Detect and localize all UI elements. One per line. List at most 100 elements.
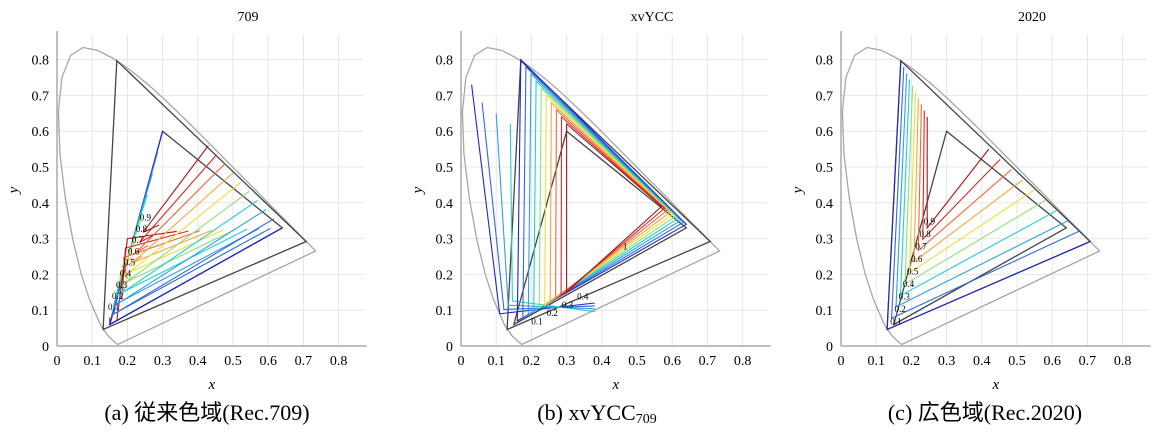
x-tick-label: 0.8 [1114,354,1132,369]
panel-b-contour [560,115,666,297]
panel-b-contour-label: 0.4 [577,291,589,301]
spectral-locus [57,46,317,345]
panel-c-contour [895,73,1068,308]
panel-c-contour-label: 0.5 [907,266,919,276]
spectral-locus [841,46,1101,345]
x-tick-label: 0.5 [224,354,242,369]
x-tick-label: 0.3 [154,354,172,369]
x-tick-label: 0.7 [699,354,717,369]
x-tick-label: 0.2 [119,354,137,369]
y-tick-label: 0.2 [816,268,834,283]
panel-a-contour-tick [124,275,133,284]
y-tick-label: 0.1 [32,304,50,319]
chart-title: 709 [238,10,259,25]
x-tick-label: 0.4 [189,354,207,369]
x-tick-label: 0.3 [938,354,956,369]
panel-a-contour [112,173,260,307]
y-tick-label: 0.4 [32,197,50,212]
panel-b-contour [555,108,668,300]
chart-2020: 0 0.1 0.2 0.3 0.4 0.5 0.6 0.7 0.8 0 0.1 0.2 0.3 0.4 0.… [790,10,1151,393]
panel-a-contour [121,230,189,300]
y-tick-label: 0.8 [32,54,50,69]
panel-a-contour-edge [116,209,267,305]
x-tick-label: 0 [54,354,61,369]
panel-a-contour-tick [116,296,122,305]
x-tick-label: 0.6 [259,354,277,369]
x-tick-label: 0 [838,354,845,369]
x-tick-label: 0.4 [973,354,991,369]
panel-a-contour-label: 0.2 [112,291,123,301]
panel-a-contour-label: 0.4 [120,269,132,279]
panel-b-contour [566,122,663,294]
y-tick-label: 0.2 [436,268,454,283]
y-tick-label: 0.6 [436,125,454,140]
figure-panels: 0 0.1 0.2 0.3 0.4 0.5 0.6 0.7 0.8 0 0.1 0.2 0.3 0.4 0.… [6,10,1151,393]
y-tick-label: 0.3 [32,233,50,248]
panel-c-contour [904,85,1046,286]
y-tick-label: 0.6 [32,125,50,140]
y-tick-label: 0 [42,340,49,355]
panel-b-contour [549,101,671,303]
x-tick-label: 0.8 [330,354,348,369]
caption-b-label: (b) xvYCC [537,400,636,425]
panel-a-contour-tick [112,306,116,315]
x-tick-label: 0.5 [628,354,646,369]
panel-a-contour [116,215,236,288]
y-tick-label: 0.5 [436,161,454,176]
panel-c-contour-label: 0.3 [899,291,911,301]
panel-a-contour-edge [128,181,242,274]
panel-a-contour-tick [131,255,144,264]
panel-a-contour [121,229,213,268]
panel-a-contour-label: 0.9 [140,213,152,223]
panel-c-contour-label: 0.2 [894,304,905,314]
panel-c-contour [891,66,1080,320]
chart-title: 2020 [1018,10,1046,25]
x-axis-label: x [992,377,1000,393]
x-tick-label: 0 [458,354,465,369]
panel-c-contour [917,104,1012,252]
panel-b-contour [538,86,677,310]
x-tick-label: 0.8 [734,354,752,369]
caption-b-subscript: 709 [635,412,657,427]
panel-a-contour [114,194,248,297]
x-tick-label: 0.7 [295,354,313,369]
x-tick-label: 0.4 [593,354,611,369]
y-tick-label: 0.4 [436,197,454,212]
y-tick-label: 0.3 [436,233,454,248]
chart-title: xvYCC [631,10,674,25]
x-tick-label: 0.3 [558,354,576,369]
panel-c-contour-label: 0.9 [924,216,936,226]
panel-b-contour [516,58,688,322]
panel-c-contour-label: 0.1 [890,317,901,327]
caption-c: (c) 広色域(Rec.2020) [790,398,1174,428]
y-axis-label: y [6,186,22,195]
panel-b-outer-contour [509,123,595,313]
panel-c-contour-label: 0.4 [903,279,915,289]
panel-a-contour-label: 0.8 [136,224,148,234]
panel-b-outer-contour [471,84,595,315]
panel-a-contour-tick [142,224,160,233]
panel-c-contour-label: 0.6 [911,254,923,264]
panel-c-contour [886,60,1091,331]
panel-a-contour-tick [120,286,127,295]
panel-a-contour-label: 0.3 [116,280,128,290]
x-tick-label: 0.6 [663,354,681,369]
y-tick-label: 0.1 [436,304,454,319]
panel-b-contour [544,94,674,307]
y-tick-label: 0.4 [816,197,834,212]
x-tick-label: 0.2 [523,354,541,369]
y-tick-label: 0.5 [32,161,50,176]
panel-a-contour-label: 0.5 [124,257,136,267]
rec709-gamut-triangle [892,130,1068,326]
x-tick-label: 0.5 [1008,354,1026,369]
panel-a-contour-edge [109,227,283,325]
panel-b-contour-label: 0.1 [531,317,542,327]
chart-709: 0 0.1 0.2 0.3 0.4 0.5 0.6 0.7 0.800.10.20.30.40.… [6,10,367,393]
y-tick-label: 0 [446,340,453,355]
rec2020-gamut-triangle [506,59,712,331]
y-tick-label: 0.3 [816,233,834,248]
panel-b-contour [533,79,679,313]
panel-b-contour [522,65,685,319]
panel-c-contour-label: 0.8 [920,229,932,239]
y-axis-label: y [410,186,426,195]
